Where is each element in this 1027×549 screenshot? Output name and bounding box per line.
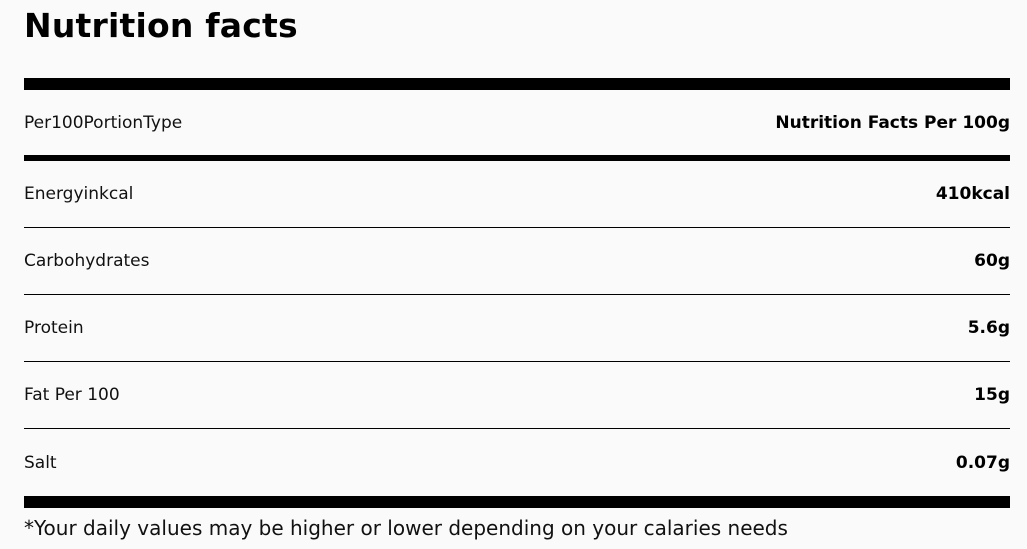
nutrient-value: 5.6g (967, 318, 1010, 338)
table-header: Per100PortionType Nutrition Facts Per 10… (24, 90, 1010, 155)
nutrient-value: 0.07g (955, 452, 1010, 473)
divider-thick (24, 496, 1010, 508)
table-row: Protein 5.6g (24, 295, 1010, 362)
portion-type-value: Nutrition Facts Per 100g (775, 112, 1010, 133)
table-row: Fat Per 100 15g (24, 362, 1010, 429)
nutrient-label: Salt (24, 452, 57, 473)
nutrient-value: 60g (974, 251, 1010, 271)
divider-thick (24, 78, 1010, 90)
table-row: Carbohydrates 60g (24, 228, 1010, 295)
table-row: Salt 0.07g (24, 429, 1010, 496)
footnote: *Your daily values may be higher or lowe… (24, 516, 788, 540)
table-row: Energyinkcal 410kcal (24, 161, 1010, 228)
nutrient-label: Protein (24, 318, 84, 338)
portion-type-label: Per100PortionType (24, 112, 183, 133)
nutrient-value: 410kcal (935, 184, 1010, 204)
nutrient-label: Energyinkcal (24, 184, 134, 204)
divider-medium (24, 155, 1010, 161)
nutrient-label: Carbohydrates (24, 251, 150, 271)
nutrient-label: Fat Per 100 (24, 385, 120, 405)
nutrition-table: Per100PortionType Nutrition Facts Per 10… (24, 78, 1010, 540)
page-title: Nutrition facts (24, 6, 298, 45)
nutrient-value: 15g (974, 385, 1010, 405)
